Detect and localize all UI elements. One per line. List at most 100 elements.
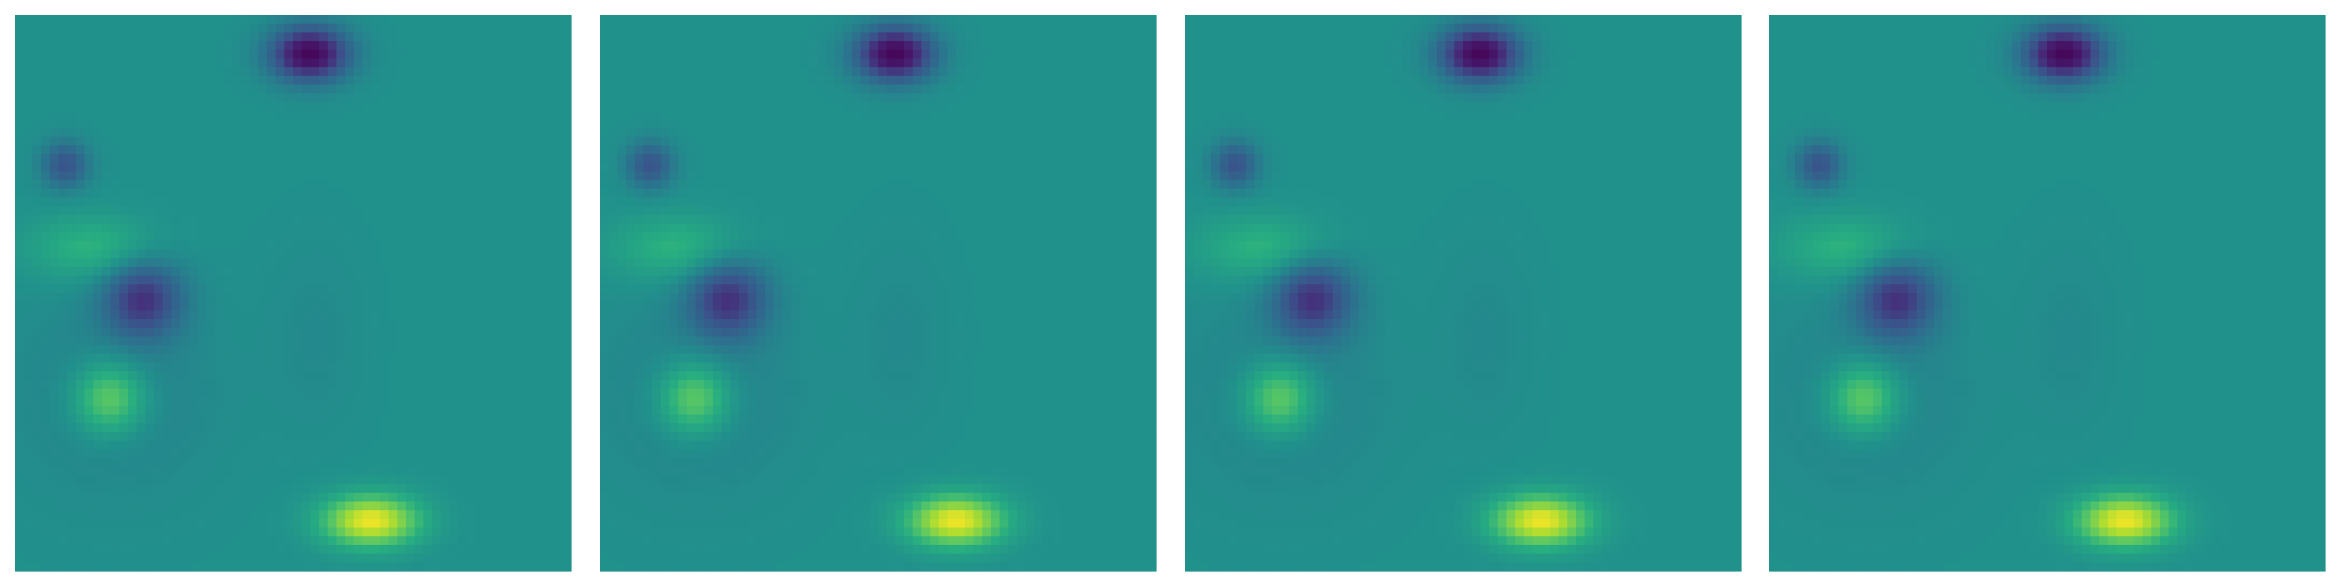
- heatmap-cell: [336, 32, 346, 42]
- heatmap-cell: [423, 562, 433, 572]
- heatmap-cell: [240, 466, 251, 477]
- heatmap-cell: [336, 475, 346, 485]
- heatmap-cell: [67, 414, 77, 424]
- heatmap-cell: [484, 440, 494, 450]
- heatmap-cell: [75, 414, 86, 424]
- heatmap-cell: [440, 492, 450, 503]
- heatmap-cell: [127, 405, 138, 416]
- heatmap-cell: [440, 405, 450, 416]
- heatmap-cell: [293, 414, 303, 424]
- heatmap-cell: [154, 379, 164, 390]
- heatmap-cell: [721, 58, 731, 68]
- heatmap-cell: [518, 371, 529, 381]
- heatmap-cell: [904, 32, 914, 42]
- heatmap-cell: [197, 84, 207, 94]
- heatmap-cell: [266, 405, 277, 416]
- heatmap-cell: [405, 414, 416, 424]
- heatmap-cell: [232, 336, 242, 346]
- heatmap-cell: [310, 258, 320, 268]
- heatmap-cell: [275, 58, 285, 68]
- heatmap-cell: [223, 93, 233, 103]
- heatmap-cell: [266, 353, 277, 364]
- heatmap-cell: [258, 127, 268, 138]
- heatmap-cell: [475, 353, 485, 364]
- heatmap-cell: [197, 432, 207, 442]
- heatmap-cell: [293, 266, 303, 277]
- heatmap-cell: [930, 23, 940, 33]
- heatmap-cell: [562, 319, 572, 329]
- heatmap-cell: [275, 240, 285, 251]
- heatmap-cell: [275, 501, 285, 511]
- heatmap-cell: [327, 449, 338, 459]
- heatmap-cell: [180, 32, 190, 42]
- heatmap-cell: [15, 475, 25, 485]
- heatmap-cell: [162, 240, 172, 251]
- heatmap-cell: [327, 188, 338, 199]
- heatmap-cell: [84, 67, 94, 77]
- heatmap-cell: [999, 49, 1009, 60]
- heatmap-cell: [293, 553, 303, 563]
- heatmap-cell: [23, 145, 33, 155]
- heatmap-cell: [67, 405, 77, 416]
- heatmap-cell: [362, 84, 372, 94]
- heatmap-cell: [405, 206, 416, 216]
- heatmap-cell: [1008, 75, 1018, 86]
- heatmap-cell: [449, 145, 459, 155]
- heatmap-cell: [214, 32, 225, 42]
- heatmap-cell: [449, 536, 459, 546]
- heatmap-cell: [84, 223, 94, 233]
- heatmap-cell: [678, 101, 688, 112]
- heatmap-cell: [895, 32, 905, 42]
- heatmap-cell: [154, 32, 164, 42]
- heatmap-cell: [371, 501, 381, 511]
- heatmap-cell: [188, 458, 199, 468]
- heatmap-cell: [458, 110, 468, 120]
- heatmap-cell: [223, 301, 233, 311]
- heatmap-cell: [197, 75, 207, 86]
- heatmap-cell: [275, 458, 285, 468]
- heatmap-cell: [440, 353, 450, 364]
- heatmap-cell: [136, 188, 146, 199]
- heatmap-cell: [32, 180, 42, 190]
- heatmap-cell: [293, 223, 303, 233]
- heatmap-cell: [136, 206, 146, 216]
- heatmap-cell: [440, 536, 450, 546]
- heatmap-cell: [58, 75, 68, 86]
- heatmap-cell: [458, 101, 468, 112]
- heatmap-cell: [423, 458, 433, 468]
- heatmap-cell: [127, 484, 138, 494]
- heatmap-cell: [319, 345, 329, 355]
- heatmap-cell: [466, 492, 477, 503]
- heatmap-cell: [41, 536, 51, 546]
- heatmap-cell: [93, 119, 103, 129]
- heatmap-cell: [371, 319, 381, 329]
- heatmap-cell: [127, 301, 138, 311]
- heatmap-cell: [851, 23, 862, 33]
- heatmap-cell: [405, 197, 416, 207]
- heatmap-cell: [397, 466, 407, 477]
- heatmap-cell: [527, 84, 537, 94]
- heatmap-cell: [617, 110, 627, 120]
- heatmap-cell: [510, 553, 520, 563]
- heatmap-cell: [266, 75, 277, 86]
- heatmap-cell: [999, 127, 1009, 138]
- heatmap-cell: [501, 405, 511, 416]
- heatmap-cell: [475, 501, 485, 511]
- heatmap-cell: [206, 240, 216, 251]
- heatmap-cell: [921, 67, 931, 77]
- heatmap-cell: [930, 49, 940, 60]
- heatmap-cell: [58, 501, 68, 511]
- heatmap-cell: [266, 275, 277, 285]
- heatmap-cell: [249, 32, 259, 42]
- heatmap-cell: [301, 345, 311, 355]
- heatmap-cell: [423, 536, 433, 546]
- heatmap-cell: [371, 93, 381, 103]
- heatmap-cell: [397, 501, 407, 511]
- heatmap-cell: [32, 510, 42, 520]
- heatmap-cell: [41, 336, 51, 346]
- heatmap-cell: [49, 379, 60, 390]
- heatmap-cell: [214, 258, 225, 268]
- heatmap-cell: [484, 414, 494, 424]
- heatmap-cell: [232, 414, 242, 424]
- heatmap-cell: [32, 154, 42, 164]
